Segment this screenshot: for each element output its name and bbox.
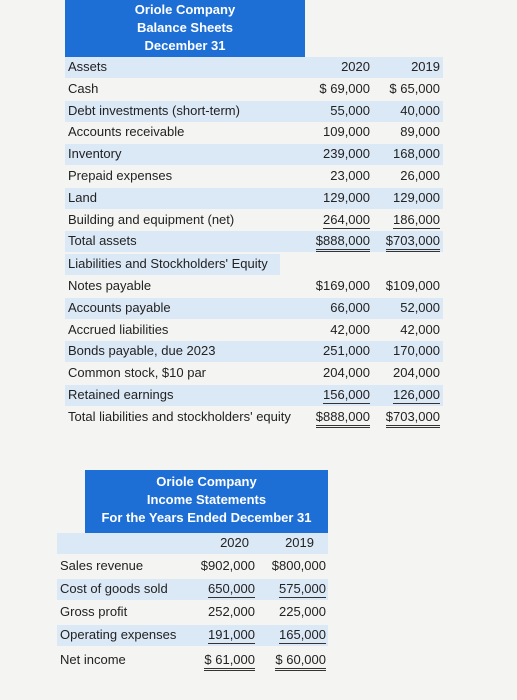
title-line: Oriole Company	[156, 474, 257, 489]
value-2020: 251,000	[323, 343, 370, 359]
row-label: Cash	[68, 80, 99, 96]
table-row: Retained earnings 156,000 126,000	[65, 385, 443, 406]
income-header: Oriole Company Income Statements For the Y…	[85, 470, 328, 533]
value-2020: 650,000	[208, 581, 255, 598]
row-label: Total assets	[68, 233, 137, 249]
value-2019: $ 60,000	[275, 652, 326, 671]
table-row: Prepaid expenses 23,000 26,000	[65, 166, 443, 187]
value-2019: $703,000	[385, 409, 440, 428]
table-row: Net income $ 61,000 $ 60,000	[57, 650, 328, 671]
row-label: Retained earnings	[68, 387, 174, 402]
value-2020: 156,000	[323, 387, 370, 404]
value-2019: 42,000	[400, 321, 440, 337]
column-header: 2019	[285, 535, 314, 550]
table-row: Accounts receivable 109,000 89,000	[65, 122, 443, 143]
table-row: Debt investments (short-term) 55,000 40,00…	[65, 100, 443, 122]
table-row: Notes payable $169,000 $109,000	[65, 276, 443, 297]
value-2020: $902,000	[200, 558, 255, 573]
value-2020: 42,000	[330, 321, 370, 337]
table-row: Total assets $888,000 $703,000	[65, 231, 443, 253]
value-2020: 252,000	[208, 604, 255, 619]
column-header: 2020	[220, 535, 249, 550]
value-2020: 55,000	[330, 102, 370, 118]
row-label: Total liabilities and stockholders' equi…	[68, 408, 291, 424]
table-row: Common stock, $10 par 204,000 204,000	[65, 363, 443, 384]
row-label: Accrued liabilities	[68, 321, 169, 337]
row-label: Accounts receivable	[68, 124, 185, 140]
row-label: Notes payable	[68, 278, 152, 293]
value-2020: 204,000	[323, 365, 370, 381]
value-2020: 66,000	[330, 299, 370, 315]
value-2019: 52,000	[400, 299, 440, 315]
value-2020: 191,000	[208, 627, 255, 644]
table-row: Total liabilities and stockholders' equi…	[65, 407, 443, 428]
title-line: December 31	[144, 38, 226, 53]
value-2019: 204,000	[393, 365, 440, 381]
row-label: Prepaid expenses	[68, 168, 173, 183]
value-2020: 264,000	[323, 211, 370, 229]
value-2020: $ 61,000	[204, 652, 255, 671]
value-2019: 186,000	[393, 211, 440, 229]
value-2019: 126,000	[393, 387, 440, 404]
table-row: Building and equipment (net) 264,000 186,0…	[65, 210, 443, 231]
value-2020: $888,000	[315, 233, 370, 253]
row-label: Debt investments (short-term)	[68, 102, 240, 118]
value-2019: 575,000	[279, 581, 326, 598]
value-2019: 170,000	[393, 343, 440, 359]
value-2020: 239,000	[323, 146, 370, 162]
table-row: Land 129,000 129,000	[65, 187, 443, 209]
column-header: 2020	[341, 59, 370, 74]
value-2019: $703,000	[385, 233, 440, 253]
value-2020: 129,000	[323, 189, 370, 205]
value-2019: 26,000	[400, 168, 440, 183]
row-label: Bonds payable, due 2023	[68, 343, 216, 359]
value-2019: 40,000	[400, 102, 440, 118]
value-2019: 225,000	[279, 604, 326, 619]
title-line: Income Statements	[146, 492, 267, 507]
value-2019: 168,000	[393, 146, 440, 162]
title-line: Oriole Company	[134, 2, 236, 17]
row-label: Accounts payable	[68, 299, 171, 315]
table-row: Assets 2020 2019	[65, 57, 443, 78]
table-row: 2020 2019	[57, 533, 328, 554]
value-2020: 109,000	[323, 124, 370, 140]
section-row: Liabilities and Stockholders' Equity	[65, 254, 280, 276]
table-row: Cost of goods sold 650,000 575,000	[57, 579, 328, 600]
table-row: Cash $ 69,000 $ 65,000	[65, 79, 443, 100]
row-label: Sales revenue	[60, 558, 144, 573]
table-row: Bonds payable, due 2023 251,000 170,000	[65, 341, 443, 363]
balance-header: Oriole Company Balance Sheets December 31	[65, 0, 305, 59]
value-2019: 89,000	[400, 124, 440, 140]
value-2019: 165,000	[279, 627, 326, 644]
section-label: Liabilities and Stockholders' Equity	[68, 256, 268, 272]
table-row: Gross profit 252,000 225,000	[57, 602, 328, 623]
table-row: Accrued liabilities 42,000 42,000	[65, 320, 443, 341]
column-header: Assets	[68, 59, 108, 74]
row-label: Building and equipment (net)	[68, 211, 235, 227]
row-label: Land	[68, 189, 97, 205]
row-label: Common stock, $10 par	[68, 365, 207, 381]
value-2020: $169,000	[315, 278, 370, 293]
row-label: Operating expenses	[60, 627, 177, 642]
title-line: Balance Sheets	[136, 20, 234, 35]
table-row: Sales revenue $902,000 $800,000	[57, 556, 328, 577]
row-label: Inventory	[68, 146, 122, 162]
table-row: Operating expenses 191,000 165,000	[57, 625, 328, 646]
value-2019: $109,000	[385, 278, 440, 293]
value-2019: 129,000	[393, 189, 440, 205]
value-2019: $800,000	[271, 558, 326, 573]
row-label: Cost of goods sold	[60, 581, 168, 596]
value-2020: 23,000	[330, 168, 370, 183]
title-line: For the Years Ended December 31	[101, 510, 312, 525]
table-row: Accounts payable 66,000 52,000	[65, 297, 443, 319]
row-label: Net income	[60, 652, 126, 667]
value-2020: $ 69,000	[319, 80, 370, 96]
value-2020: $888,000	[315, 409, 370, 428]
row-label: Gross profit	[60, 604, 128, 619]
column-header: 2019	[411, 59, 440, 74]
table-row: Inventory 239,000 168,000	[65, 144, 443, 166]
value-2019: $ 65,000	[389, 80, 440, 96]
